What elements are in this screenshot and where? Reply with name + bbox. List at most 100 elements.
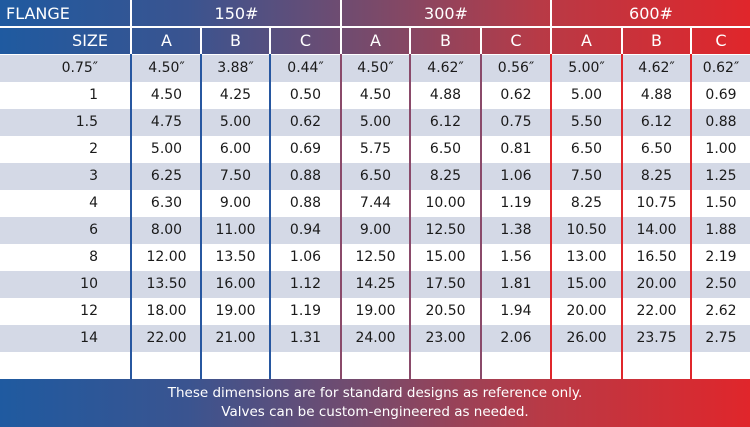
dimension-cell: 6.00: [219, 141, 252, 157]
dimension-cell: 12.50: [425, 222, 466, 238]
column-divider: [340, 54, 342, 379]
dimension-cell: 13.50: [215, 249, 256, 265]
header-column-divider: [409, 28, 411, 54]
dimension-cell: 4.88: [640, 87, 673, 103]
pressure-class-600: 600#: [629, 4, 673, 23]
column-divider: [130, 54, 132, 379]
table-row: [0, 55, 750, 82]
dimension-cell: 0.69: [705, 87, 737, 103]
dimension-cell: 7.50: [570, 168, 603, 184]
dimension-cell: 4.50: [359, 87, 392, 103]
table-row: [0, 163, 750, 190]
dimension-cell: 4.50: [150, 87, 183, 103]
size-cell: 10: [80, 276, 98, 292]
dimension-cell: 6.25: [150, 168, 183, 184]
dimension-cell: 0.62: [289, 114, 322, 130]
dimension-cell: 12.50: [355, 249, 396, 265]
dimension-cell: 1.06: [289, 249, 322, 265]
dimension-cell: 1.88: [705, 222, 737, 238]
dimension-cell: 0.94: [289, 222, 322, 238]
flange-label: FLANGE: [6, 4, 70, 23]
dimension-cell: 19.00: [355, 303, 396, 319]
header-divider: [0, 26, 750, 28]
dimension-cell: 6.50: [429, 141, 462, 157]
dimension-cell: 0.62″: [702, 60, 740, 76]
dimension-cell: 1.12: [289, 276, 322, 292]
dimension-cell: 20.00: [636, 276, 677, 292]
dimension-cell: 9.00: [219, 195, 252, 211]
dimension-cell: 5.00″: [568, 60, 605, 76]
dimension-cell: 22.00: [146, 330, 187, 346]
size-cell: 12: [80, 303, 98, 319]
header-column-divider: [550, 0, 552, 54]
footer-note-line-1: These dimensions are for standard design…: [167, 385, 583, 401]
footer-note-line-2: Valves can be custom-engineered as neede…: [221, 404, 529, 420]
dimension-cell: 1.38: [500, 222, 532, 238]
size-cell: 6: [89, 222, 98, 238]
size-label: SIZE: [72, 31, 108, 50]
dimension-cell: 1.19: [289, 303, 322, 319]
dimension-cell: 6.50: [570, 141, 603, 157]
dimension-cell: 4.50″: [357, 60, 394, 76]
header-column-divider: [130, 0, 132, 54]
dimension-cell: 15.00: [566, 276, 607, 292]
column-c-600: C: [715, 31, 727, 50]
dimension-cell: 0.69: [289, 141, 322, 157]
dimension-cell: 1.25: [705, 168, 737, 184]
dimension-cell: 20.00: [566, 303, 607, 319]
dimension-cell: 1.31: [289, 330, 322, 346]
dimension-cell: 0.88: [705, 114, 737, 130]
column-b-600: B: [651, 31, 662, 50]
dimension-cell: 2.62: [705, 303, 737, 319]
dimension-cell: 4.88: [429, 87, 462, 103]
dimension-cell: 9.00: [359, 222, 392, 238]
header-column-divider: [621, 28, 623, 54]
dimension-cell: 1.94: [500, 303, 532, 319]
pressure-class-150: 150#: [214, 4, 259, 23]
column-divider: [269, 54, 271, 379]
dimension-cell: 12.00: [146, 249, 187, 265]
dimension-cell: 6.50: [640, 141, 673, 157]
column-b-150: B: [230, 31, 241, 50]
dimension-cell: 19.00: [215, 303, 256, 319]
dimension-cell: 10.75: [636, 195, 677, 211]
dimension-cell: 2.50: [705, 276, 737, 292]
dimension-cell: 15.00: [425, 249, 466, 265]
dimension-cell: 4.75: [150, 114, 183, 130]
dimension-cell: 22.00: [636, 303, 677, 319]
header-column-divider: [480, 28, 482, 54]
column-divider: [550, 54, 552, 379]
dimension-cell: 16.00: [215, 276, 256, 292]
size-cell: 2: [89, 141, 98, 157]
dimension-cell: 21.00: [215, 330, 256, 346]
dimension-cell: 0.62: [500, 87, 532, 103]
dimension-cell: 16.50: [636, 249, 677, 265]
dimension-cell: 10.00: [425, 195, 466, 211]
size-cell: 0.75″: [61, 60, 98, 76]
dimension-cell: 2.75: [705, 330, 737, 346]
size-cell: 4: [89, 195, 98, 211]
dimension-cell: 0.88: [289, 168, 322, 184]
size-cell: 14: [80, 330, 98, 346]
dimension-cell: 8.25: [640, 168, 673, 184]
dimension-cell: 7.50: [219, 168, 252, 184]
dimension-cell: 17.50: [425, 276, 466, 292]
table-row: [0, 109, 750, 136]
dimension-cell: 5.00: [570, 87, 603, 103]
table-row: [0, 217, 750, 244]
dimension-cell: 6.12: [640, 114, 673, 130]
dimension-cell: 10.50: [566, 222, 607, 238]
dimension-cell: 14.00: [636, 222, 677, 238]
table-row: [0, 325, 750, 352]
dimension-cell: 2.19: [705, 249, 737, 265]
dimension-cell: 1.56: [500, 249, 532, 265]
dimension-cell: 5.50: [570, 114, 603, 130]
dimension-cell: 6.30: [150, 195, 183, 211]
dimension-cell: 5.75: [359, 141, 392, 157]
column-divider: [409, 54, 411, 379]
dimension-cell: 4.62″: [427, 60, 464, 76]
column-a-600: A: [581, 31, 592, 50]
dimension-cell: 1.00: [705, 141, 737, 157]
pressure-class-300: 300#: [424, 4, 468, 23]
